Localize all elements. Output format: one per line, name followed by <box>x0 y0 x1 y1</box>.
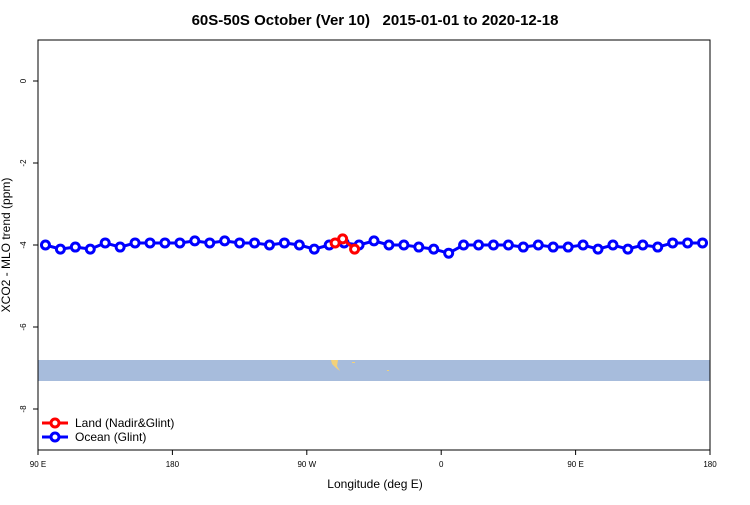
point <box>54 243 66 255</box>
chart-title: 60S-50S October (Ver 10) 2015-01-01 to 2… <box>192 12 559 29</box>
point <box>607 239 619 251</box>
point <box>349 243 361 255</box>
point <box>562 241 574 253</box>
point <box>278 237 290 249</box>
point <box>337 233 349 245</box>
point <box>293 239 305 251</box>
point <box>174 237 186 249</box>
point <box>129 237 141 249</box>
point <box>204 237 216 249</box>
point <box>114 241 126 253</box>
point <box>99 237 111 249</box>
point <box>517 241 529 253</box>
point <box>159 237 171 249</box>
point <box>622 243 634 255</box>
x-axis-label: Longitude (deg E) <box>327 477 422 491</box>
point <box>443 247 455 259</box>
point <box>263 239 275 251</box>
y-tick-label: -6 <box>19 323 28 331</box>
point <box>697 237 709 249</box>
point <box>652 241 664 253</box>
point <box>398 239 410 251</box>
point <box>667 237 679 249</box>
point <box>39 239 51 251</box>
y-tick-label: 0 <box>19 78 28 83</box>
point <box>219 235 231 247</box>
point <box>234 237 246 249</box>
point <box>383 239 395 251</box>
map-strip <box>38 360 710 381</box>
point <box>69 241 81 253</box>
point <box>368 235 380 247</box>
point <box>84 243 96 255</box>
point <box>532 239 544 251</box>
point <box>487 239 499 251</box>
land-shapes <box>331 360 389 371</box>
x-tick-label: 90 E <box>30 460 46 469</box>
y-tick-label: -8 <box>19 405 28 413</box>
x-tick-label: 180 <box>703 460 717 469</box>
legend-label: Ocean (Glint) <box>75 430 146 444</box>
point <box>413 241 425 253</box>
point <box>637 239 649 251</box>
y-tick-label: -2 <box>19 159 28 167</box>
legend-marker <box>49 431 61 443</box>
point <box>502 239 514 251</box>
point <box>428 243 440 255</box>
y-axis-label: XCO2 - MLO trend (ppm) <box>0 178 13 313</box>
point <box>189 235 201 247</box>
point <box>473 239 485 251</box>
x-tick-label: 0 <box>439 460 444 469</box>
point <box>547 241 559 253</box>
point <box>144 237 156 249</box>
point <box>249 237 261 249</box>
legend-marker <box>49 417 61 429</box>
y-tick-label: -4 <box>19 241 28 249</box>
point <box>592 243 604 255</box>
point <box>682 237 694 249</box>
point <box>458 239 470 251</box>
point <box>577 239 589 251</box>
legend-label: Land (Nadir&Glint) <box>75 416 174 430</box>
point <box>308 243 320 255</box>
x-tick-label: 90 W <box>297 460 316 469</box>
x-tick-label: 180 <box>166 460 180 469</box>
x-tick-label: 90 E <box>567 460 583 469</box>
